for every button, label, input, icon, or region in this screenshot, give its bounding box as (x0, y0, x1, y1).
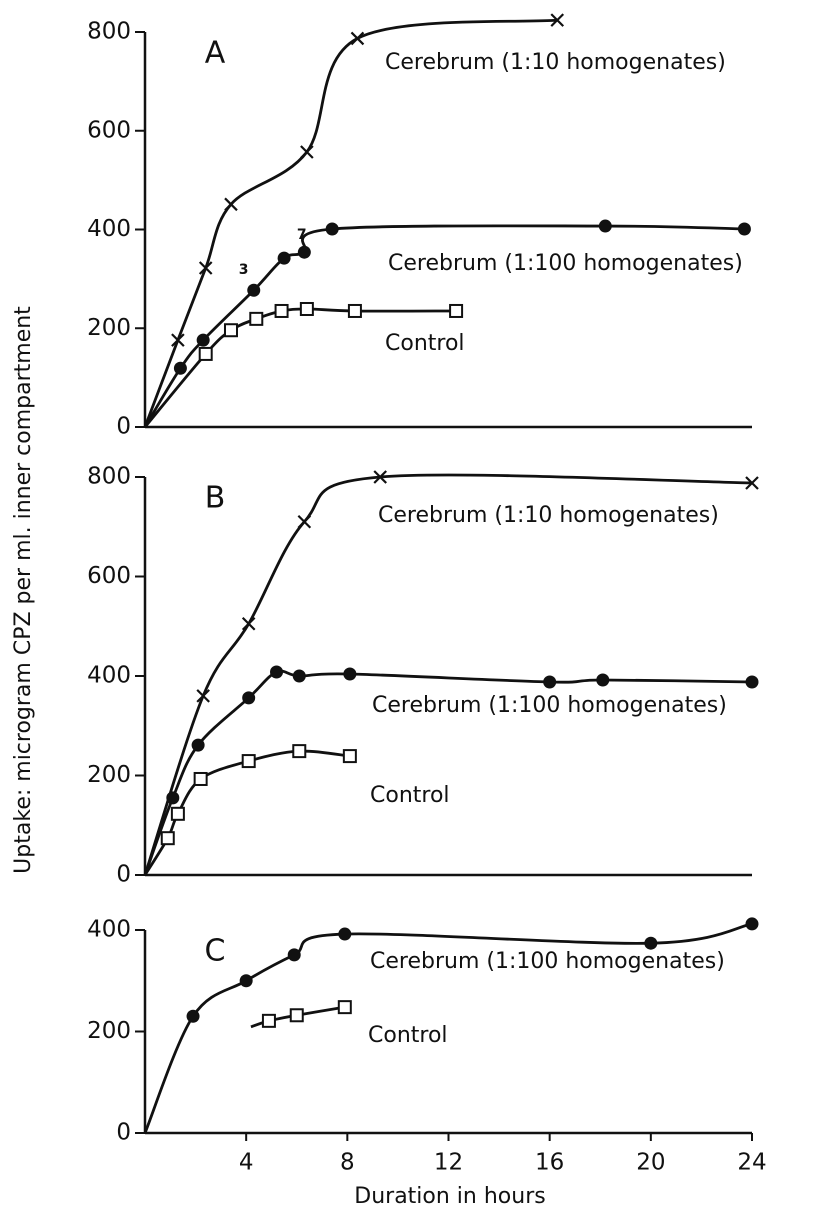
y-tick-label: 400 (87, 663, 131, 689)
point (224, 197, 238, 212)
series-label: Cerebrum (1:10 homogenates) (378, 503, 719, 528)
point (274, 303, 289, 318)
point (196, 333, 210, 347)
point (297, 514, 312, 529)
point (596, 673, 610, 687)
point (300, 145, 314, 159)
point (166, 791, 180, 805)
point (644, 936, 658, 950)
panel-title: B (205, 481, 226, 516)
point (241, 754, 256, 769)
point (737, 222, 751, 236)
point (171, 333, 185, 347)
y-tick-label: 200 (87, 1018, 131, 1044)
fit-curve (143, 224, 745, 428)
point (270, 665, 284, 679)
point (239, 974, 253, 988)
point (198, 346, 213, 361)
point (173, 361, 187, 375)
panel-title: A (205, 36, 226, 71)
y-tick-label: 0 (116, 1120, 131, 1146)
point (160, 831, 175, 846)
x-tick-label: 12 (434, 1150, 463, 1176)
x-tick-label: 8 (340, 1150, 355, 1176)
x-tick-label: 24 (737, 1150, 766, 1176)
point (170, 806, 185, 821)
series-label: Cerebrum (1:10 homogenates) (385, 50, 726, 75)
point (598, 219, 612, 233)
x-axis-label: Duration in hours (354, 1184, 545, 1209)
x-tick-label: 20 (636, 1150, 665, 1176)
fit-curve (250, 1005, 346, 1029)
point (337, 1000, 352, 1015)
y-tick-label: 400 (87, 917, 131, 943)
point (342, 749, 357, 764)
point (223, 323, 238, 338)
y-tick-label: 600 (87, 563, 131, 589)
point (277, 251, 291, 265)
point (325, 222, 339, 236)
point (745, 476, 759, 490)
y-tick-label: 200 (87, 762, 131, 788)
point (550, 13, 565, 27)
annotation: 7 (297, 227, 307, 243)
point (350, 31, 365, 46)
point (242, 691, 256, 705)
point (241, 616, 256, 631)
panel-title: C (205, 934, 226, 969)
annotation: 3 (239, 262, 249, 278)
point (347, 303, 362, 318)
point (247, 283, 261, 297)
point (287, 948, 301, 962)
point (249, 311, 264, 326)
point (196, 689, 210, 703)
point (191, 738, 205, 752)
y-tick-label: 0 (116, 414, 131, 440)
point (292, 669, 306, 683)
y-tick-label: 800 (87, 19, 131, 45)
series-label: Cerebrum (1:100 homogenates) (388, 251, 743, 276)
y-tick-label: 0 (116, 862, 131, 888)
y-tick-label: 400 (87, 216, 131, 242)
point (292, 744, 307, 759)
y-tick-label: 800 (87, 464, 131, 490)
point (543, 675, 557, 689)
y-axis-label: Uptake: microgram CPZ per ml. inner comp… (11, 306, 36, 874)
y-tick-label: 600 (87, 117, 131, 143)
point (186, 1009, 200, 1023)
point (289, 1008, 304, 1023)
fit-curve (143, 307, 457, 428)
y-tick-label: 200 (87, 315, 131, 341)
point (261, 1013, 276, 1028)
series-label: Control (368, 1023, 448, 1048)
point (343, 667, 357, 681)
fit-curve (143, 473, 753, 876)
fit-curve (143, 18, 558, 428)
point (373, 470, 387, 484)
series-label: Control (370, 783, 450, 808)
x-tick-label: 16 (535, 1150, 564, 1176)
point (745, 917, 759, 931)
series-label: Control (385, 331, 465, 356)
point (193, 771, 208, 786)
point (449, 303, 464, 318)
point (745, 675, 759, 689)
x-tick-label: 4 (239, 1150, 254, 1176)
point (299, 301, 314, 316)
point (297, 245, 311, 259)
series-label: Cerebrum (1:100 homogenates) (370, 949, 725, 974)
point (198, 261, 213, 275)
point (338, 927, 352, 941)
series-label: Cerebrum (1:100 homogenates) (372, 693, 727, 718)
